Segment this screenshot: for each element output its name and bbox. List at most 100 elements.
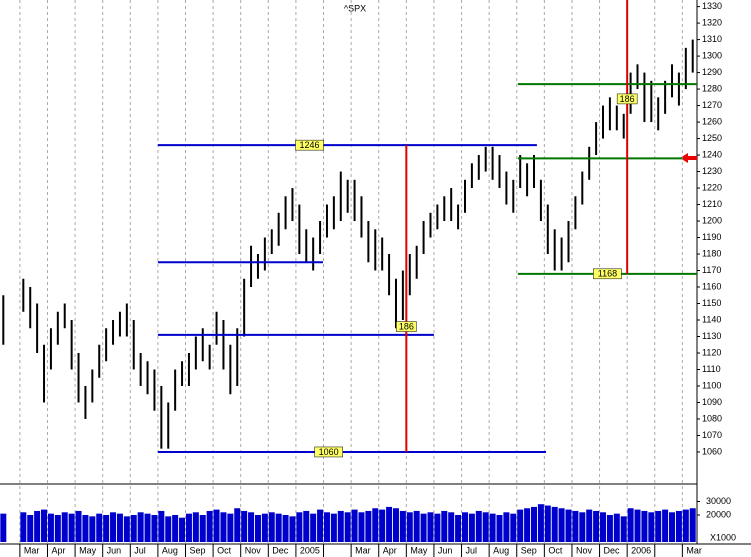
volume-bar: [406, 512, 413, 542]
x-tick-label: Dec: [272, 545, 289, 555]
volume-bar: [655, 510, 662, 542]
volume-bar: [503, 512, 510, 542]
volume-bar: [158, 510, 165, 542]
x-tick-label: Jul: [134, 545, 146, 555]
y-tick-label: 1330: [702, 1, 722, 11]
volume-bar: [268, 512, 275, 542]
volume-bar: [468, 513, 475, 542]
x-tick-label: Sep: [521, 545, 537, 555]
volume-bar: [137, 512, 144, 542]
x-tick-label: Nov: [576, 545, 593, 555]
volume-bar: [20, 512, 27, 542]
volume-bar: [82, 515, 89, 542]
volume-bar: [344, 512, 351, 542]
volume-bar: [537, 504, 544, 542]
x-tick-label: Apr: [51, 545, 65, 555]
y-tick-label: 1150: [702, 298, 721, 308]
volume-bar: [330, 513, 337, 542]
level-label: 1060: [319, 447, 339, 457]
volume-bar: [551, 506, 558, 542]
x-tick-label: May: [410, 545, 428, 555]
volume-unit: X1000: [710, 532, 736, 542]
volume-bar: [289, 516, 296, 542]
volume-bar: [427, 512, 434, 542]
x-tick-label: 2006: [631, 545, 651, 555]
volume-bar: [558, 508, 565, 542]
volume-bar: [151, 515, 158, 542]
y-tick-label: 1060: [702, 446, 722, 456]
y-tick-label: 1250: [702, 133, 722, 143]
x-tick-label: May: [79, 545, 97, 555]
volume-bar: [496, 515, 503, 542]
volume-bar: [379, 509, 386, 542]
arrow: [680, 153, 697, 163]
volume-bar: [47, 513, 54, 542]
x-tick-label: Sep: [189, 545, 205, 555]
volume-bar: [606, 515, 613, 542]
volume-bar: [675, 510, 682, 542]
x-tick-label: Jun: [438, 545, 453, 555]
x-tick-label: Mar: [24, 545, 40, 555]
volume-bar: [669, 512, 676, 542]
volume-bar: [75, 510, 82, 542]
volume-bar: [530, 506, 537, 542]
range-label-box: [616, 93, 638, 105]
y-tick-label: 1090: [702, 397, 722, 407]
volume-bar: [351, 509, 358, 542]
volume-bar: [648, 512, 655, 542]
y-tick-label: 1240: [702, 149, 722, 159]
volume-bar: [303, 510, 310, 542]
volume-bar: [510, 513, 517, 542]
volume-bar: [455, 515, 462, 542]
volume-bar: [600, 512, 607, 542]
volume-bar: [192, 512, 199, 542]
volume-bar: [482, 512, 489, 542]
volume-bar: [392, 508, 399, 542]
volume-bar: [613, 513, 620, 542]
y-tick-label: 1070: [702, 430, 722, 440]
volume-bar: [641, 510, 648, 542]
y-tick-label: 1310: [702, 34, 722, 44]
level-label: 1246: [299, 140, 319, 150]
volume-bar: [27, 515, 34, 542]
volume-bar: [579, 512, 586, 542]
level-label-box: [295, 139, 324, 151]
volume-bar: [68, 513, 75, 542]
volume-bar: [634, 509, 641, 542]
volume-bar: [682, 509, 689, 542]
volume-tick-label: 20000: [706, 509, 731, 519]
volume-bar: [448, 512, 455, 542]
x-tick-label: Mar: [355, 545, 371, 555]
volume-bar: [241, 510, 248, 542]
volume-bar: [234, 508, 241, 542]
volume-bar: [372, 508, 379, 542]
volume-bar: [386, 506, 393, 542]
volume-bar: [434, 513, 441, 542]
volume-bar: [172, 515, 179, 542]
volume-bar: [261, 513, 268, 542]
y-tick-label: 1130: [702, 331, 721, 341]
volume-bar: [185, 513, 192, 542]
y-tick-label: 1170: [702, 265, 721, 275]
range-label: 186: [620, 94, 635, 104]
volume-bar: [517, 509, 524, 542]
chart-title: ^SPX: [344, 3, 366, 13]
volume-bar: [565, 509, 572, 542]
volume-bar: [110, 512, 117, 542]
y-tick-label: 1300: [702, 50, 722, 60]
volume-bar: [662, 509, 669, 542]
volume-bar: [475, 510, 482, 542]
level-label-box: [314, 446, 343, 458]
y-tick-label: 1320: [702, 17, 722, 27]
y-tick-label: 1160: [702, 281, 721, 291]
volume-bar: [206, 510, 213, 542]
volume-bar: [593, 510, 600, 542]
y-tick-label: 1190: [702, 232, 721, 242]
volume-bar: [689, 508, 696, 542]
range-label-box: [396, 321, 417, 332]
volume-bar: [620, 516, 627, 542]
y-tick-label: 1210: [702, 199, 722, 209]
volume-bar: [296, 512, 303, 542]
